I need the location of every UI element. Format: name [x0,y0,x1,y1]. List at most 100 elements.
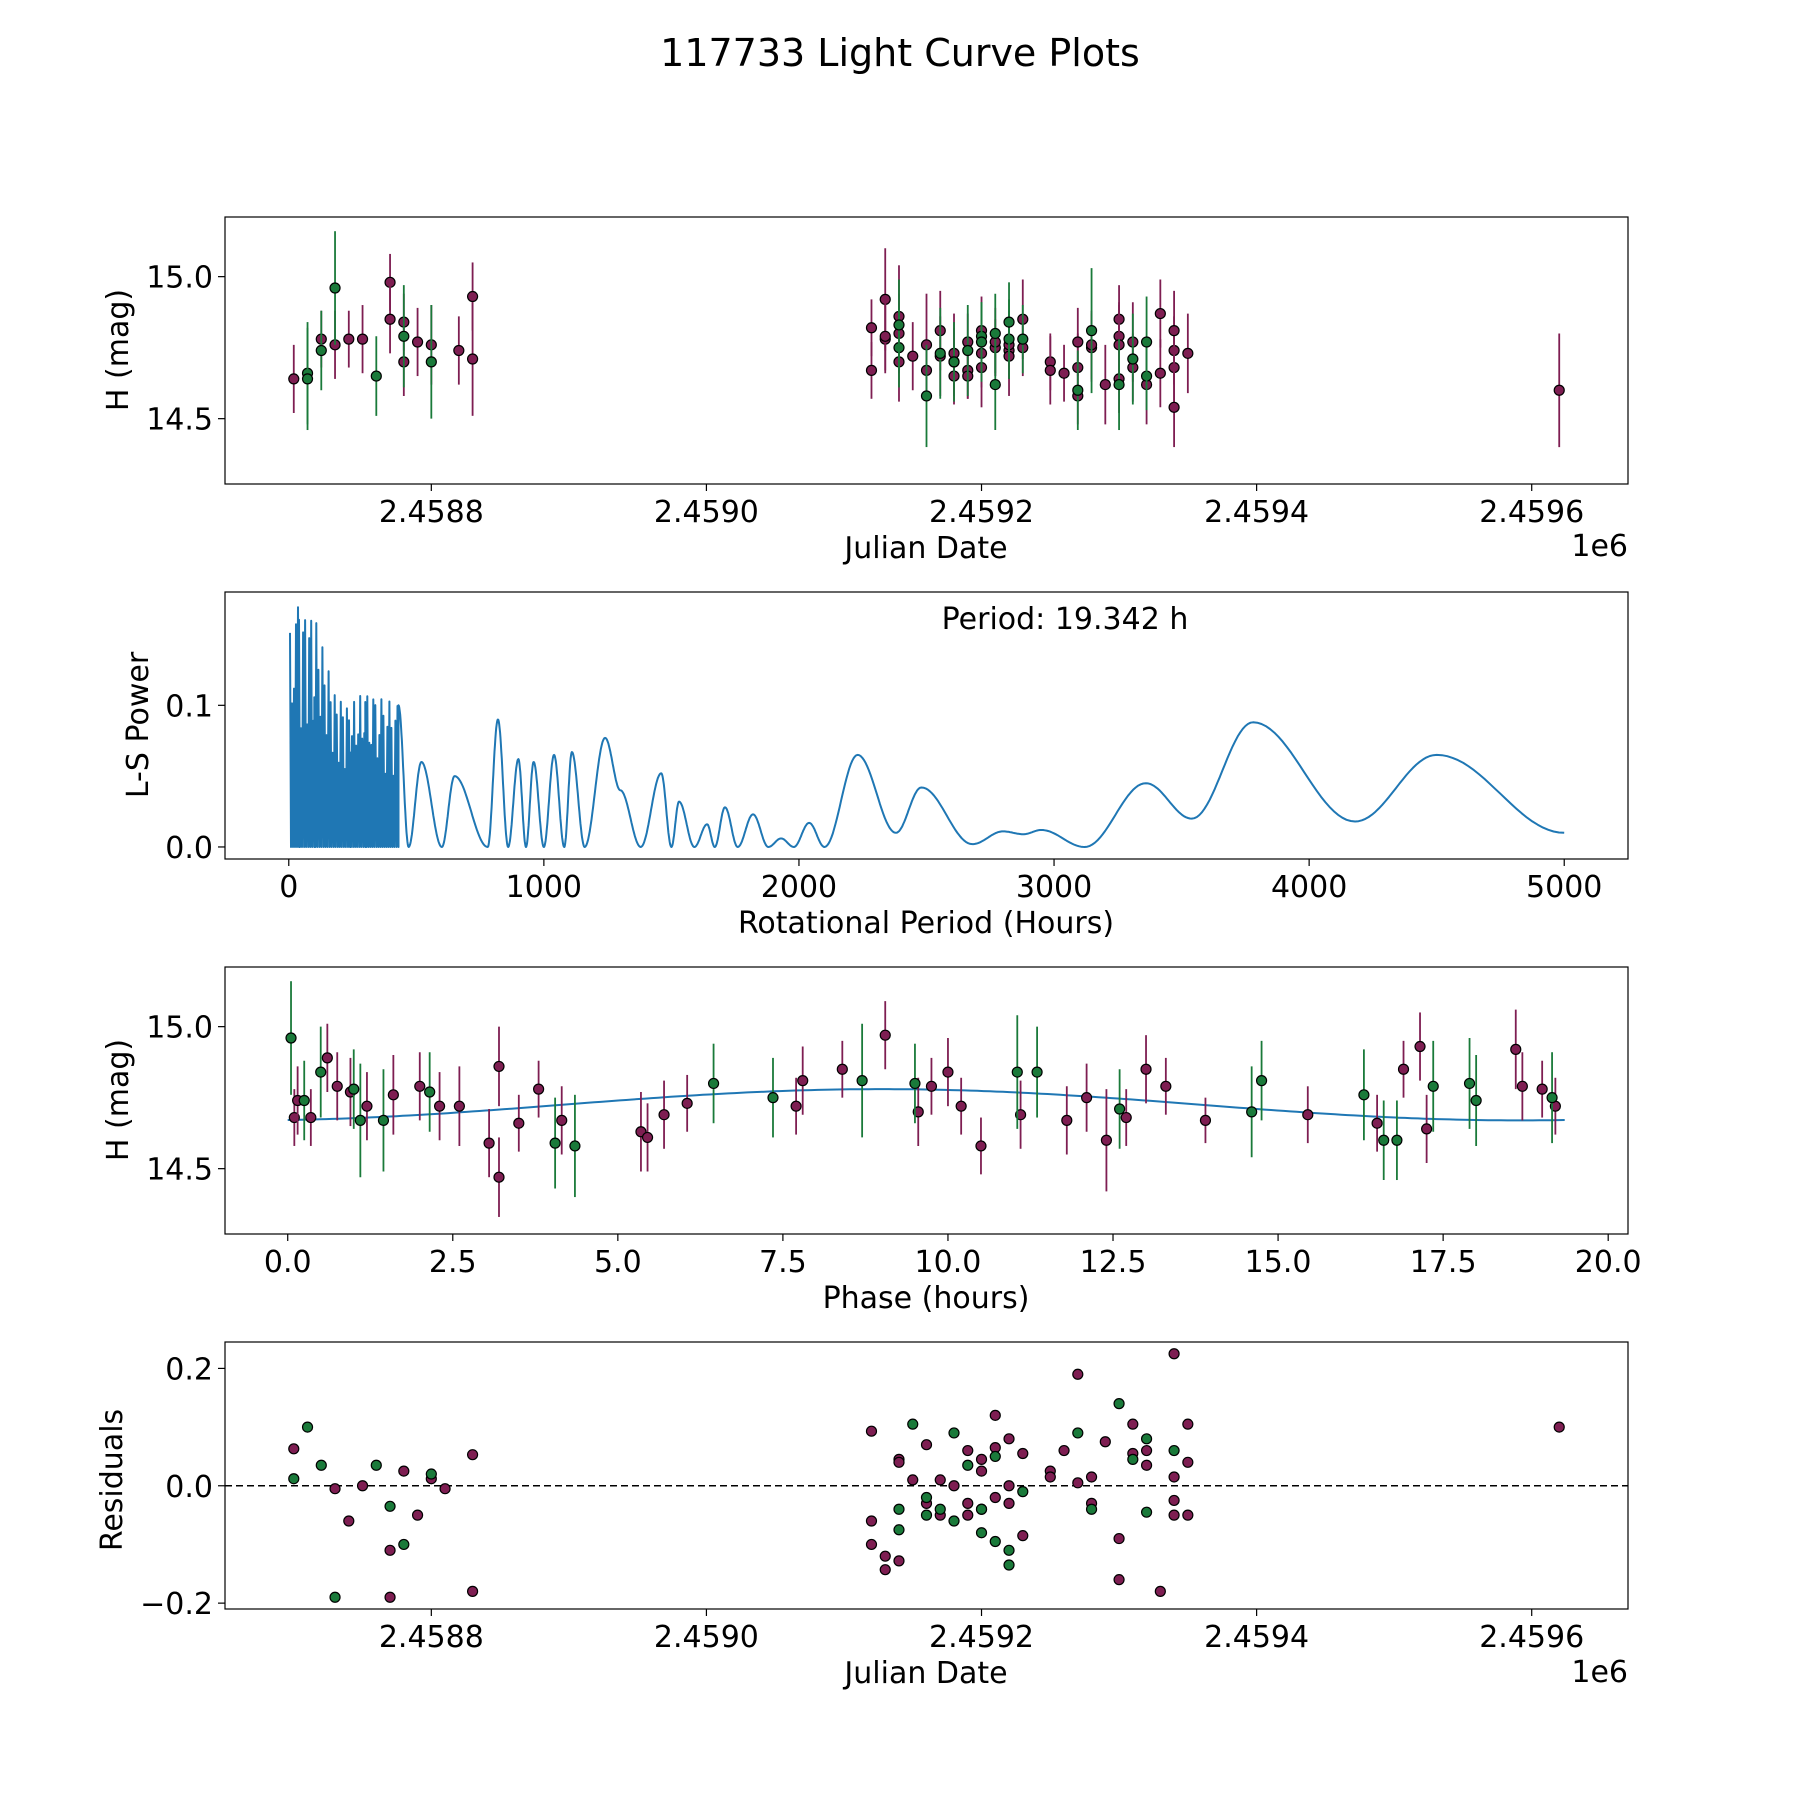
residuals-data-point [1168,1471,1180,1483]
phase-data-point [483,1137,495,1149]
light-curve-data-point [1182,347,1194,359]
light-curve-data-point [893,319,905,331]
phase-data-point [1061,1114,1073,1126]
residuals-offset-label: 1e6 [1571,1655,1628,1690]
residuals-frame [224,1341,1629,1610]
phase-data-point [1463,1077,1476,1090]
phase-xtick-label: 20.0 [1575,1245,1642,1280]
phase-data-point [1120,1111,1132,1124]
light-curve-data-point [425,356,437,368]
residuals-xtick-label: 2.4592 [929,1620,1034,1655]
residuals-data-point [865,1515,878,1527]
light-curve-data-point [384,313,396,325]
residuals-data-point [1127,1418,1139,1430]
residuals-data-point [1085,1471,1098,1483]
residuals-data-point [1154,1585,1166,1597]
light-curve-data-point [1072,336,1084,348]
panel-phase: 0.0 2.5 5.0 7.5 10.0 12.5 15.0 17.5 20.0 15.0 14.5… [101,966,1642,1316]
phase-marks [285,981,1565,1217]
phase-data-point [1114,1103,1126,1115]
residual-marks [225,1348,1628,1603]
residuals-data-point [1072,1477,1084,1489]
phase-data-point [879,1029,891,1041]
light-curve-data-point [989,378,1001,391]
phase-data-point [348,1083,360,1095]
phase-xtick-label: 5.0 [594,1245,642,1280]
residuals-data-point [934,1503,946,1515]
light-curve-data-point [920,390,933,402]
light-curve-data-point [962,344,974,357]
periodogram-ylabel: L-S Power [121,651,156,798]
residuals-data-point [962,1444,974,1457]
phase-data-point [1378,1134,1390,1146]
phase-data-point [569,1140,581,1152]
residuals-data-point [1168,1444,1180,1457]
residuals-ylabel: Residuals [95,1409,130,1551]
residuals-data-point [879,1550,891,1562]
residuals-data-point [1017,1486,1029,1498]
residuals-data-point [1044,1471,1056,1483]
light-curve-data-point [315,344,327,357]
residuals-data-point [466,1449,479,1461]
residuals-xtick-label: 2.4596 [1479,1620,1584,1655]
residuals-data-point [893,1456,905,1468]
residuals-xtick-label: 2.4588 [379,1620,484,1655]
residuals-data-point [1140,1506,1153,1518]
phase-xtick-label: 15.0 [1245,1245,1312,1280]
light-curve-data-point [1044,364,1056,376]
residuals-data-point [384,1591,396,1603]
light-curve-xtick-label: 2.4590 [654,495,759,530]
residuals-data-point [1168,1509,1180,1521]
light-curve-data-point [453,344,465,357]
residuals-data-point [989,1491,1001,1504]
phase-data-point [513,1117,525,1129]
residuals-data-point [907,1418,919,1430]
light-curve-data-point [1154,307,1166,320]
phase-data-point [493,1060,505,1073]
residuals-data-point [920,1439,933,1451]
residuals-data-point [1182,1456,1194,1468]
light-curve-data-point [288,373,300,385]
light-curve-data-point [907,350,919,362]
phase-data-point [1536,1083,1548,1095]
phase-data-point [1510,1043,1522,1055]
light-curve-xtick-label: 2.4588 [379,495,484,530]
residuals-data-point [893,1524,905,1536]
periodogram-xtick-label: 0 [279,870,298,905]
phase-data-point [856,1075,868,1087]
periodogram-ytick-label: 0.1 [165,689,213,724]
residuals-data-point [1003,1480,1015,1492]
residuals-ytick-label: 0.2 [165,1352,213,1387]
residuals-data-point [948,1515,960,1527]
phase-data-point [433,1100,446,1112]
periodogram-xtick-label: 4000 [1271,870,1347,905]
residuals-data-point [384,1544,396,1556]
residuals-data-point [329,1591,341,1603]
residuals-data-point [948,1480,960,1492]
residuals-data-point [1140,1444,1153,1457]
light-curve-data-point [1099,378,1111,391]
phase-data-point [305,1111,317,1124]
phase-data-point [658,1109,670,1121]
phase-data-point [641,1131,654,1144]
phase-ytick-label: 14.5 [146,1153,213,1188]
residuals-data-point [1127,1453,1139,1465]
residuals-data-point [962,1497,974,1509]
light-curve-data-point [1113,378,1125,391]
periodogram-marks [289,606,1565,848]
light-curve-data-point [1085,325,1098,337]
phase-data-point [797,1075,809,1087]
panel-periodogram: 0 1000 2000 3000 4000 5000 0.0 0.1 Period: 19.3… [121,591,1629,941]
phase-data-point [549,1137,561,1149]
residuals-data-point [975,1453,988,1465]
period-annotation: Period: 19.342 h [942,602,1189,637]
residuals-data-point [975,1465,988,1477]
light-curve-frame [224,216,1629,485]
light-curve-xtick-label: 2.4592 [929,495,1034,530]
panel-light-curve: 2.4588 2.4590 2.4592 2.4594 2.4596 15.0 14.5 J… [101,216,1629,566]
phase-data-point [298,1094,310,1107]
phase-data-point [707,1077,720,1090]
phase-data-point [556,1114,568,1126]
residuals-data-point [975,1527,988,1539]
residuals-data-point [1017,1447,1029,1460]
